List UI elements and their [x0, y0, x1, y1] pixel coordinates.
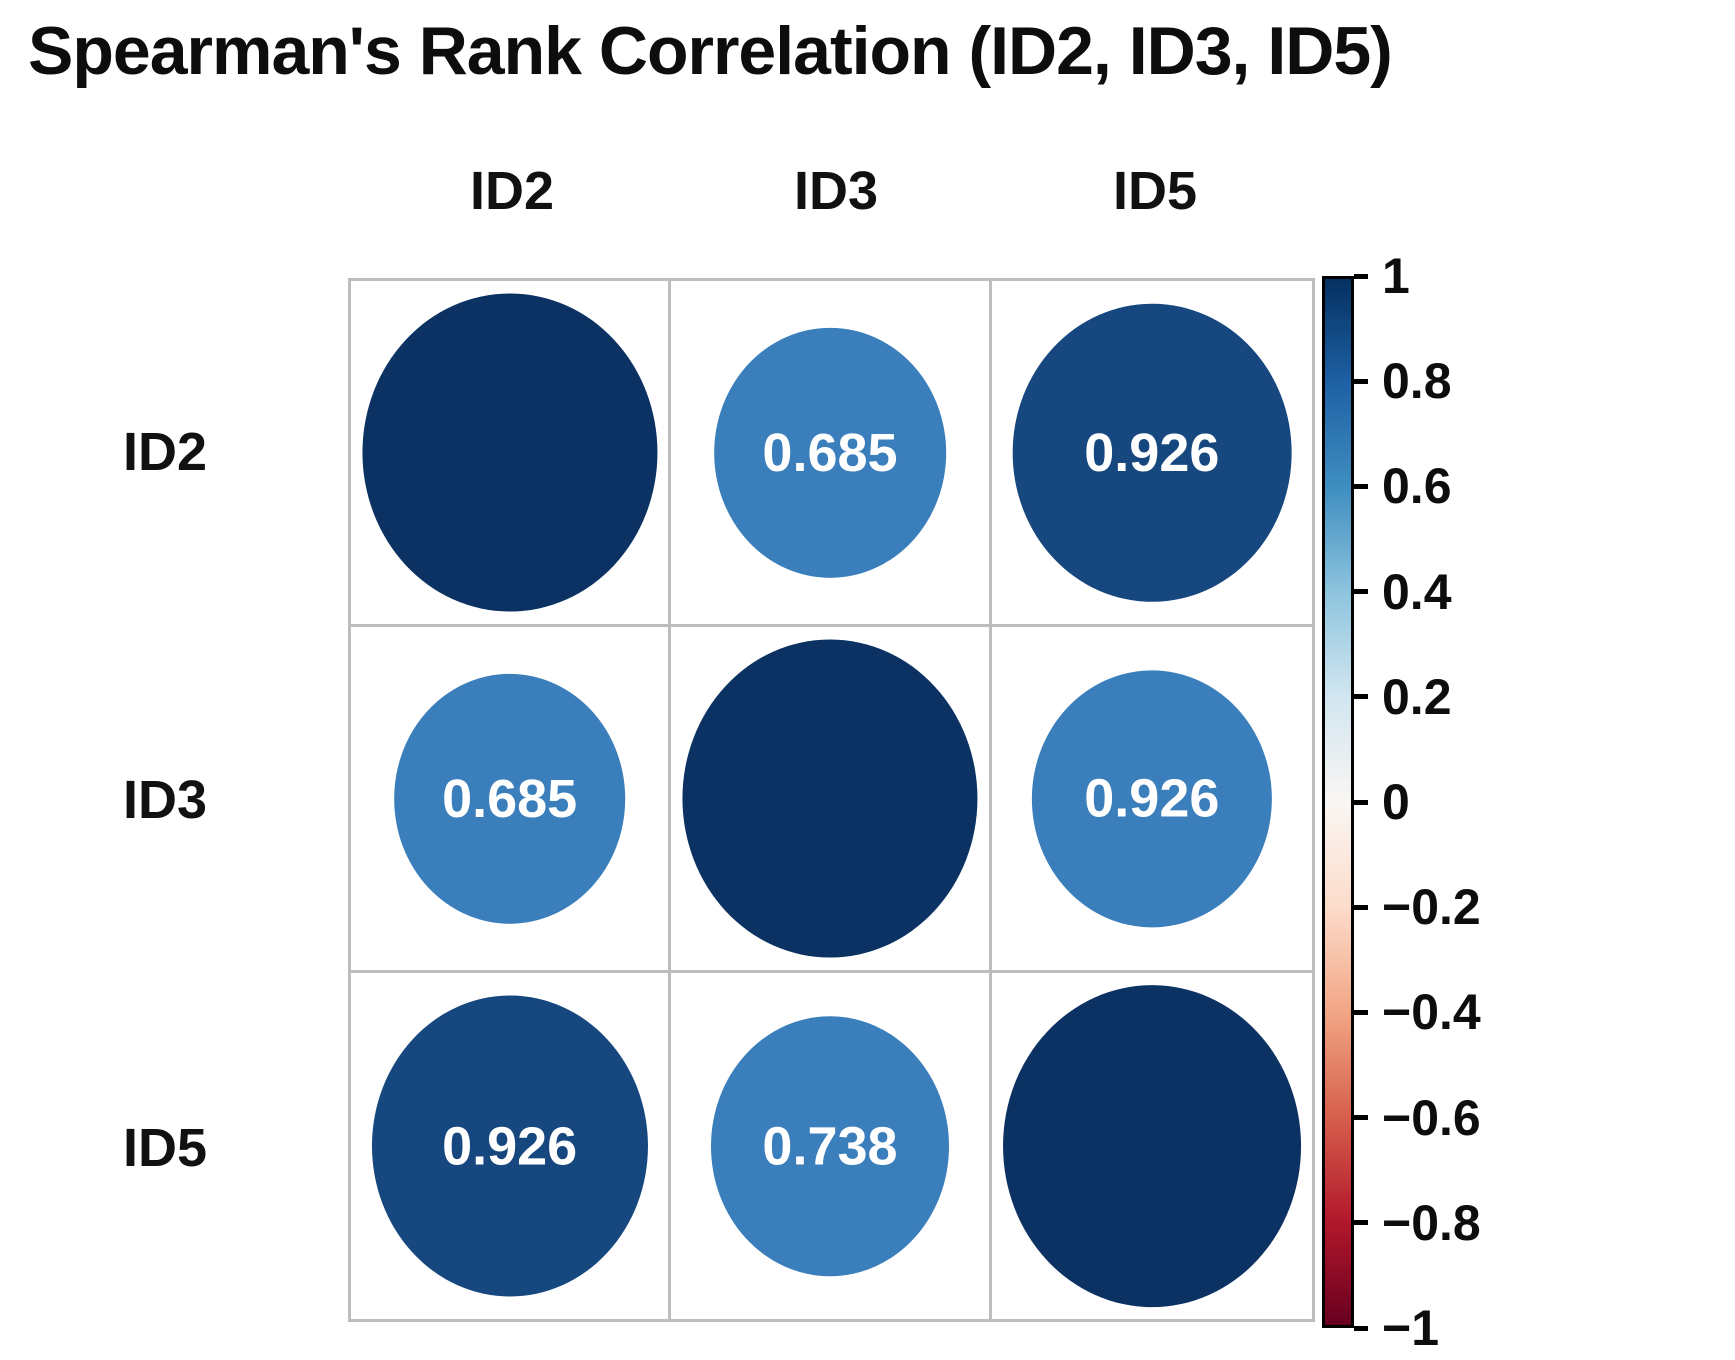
correlation-circle	[682, 639, 978, 958]
row-label-ID5: ID5	[122, 1118, 208, 1178]
correlation-value: 0.926	[1084, 422, 1220, 483]
correlation-circle	[1002, 985, 1301, 1307]
colorbar-tick-label: 0.8	[1382, 353, 1452, 410]
colorbar-tick-label: 1	[1382, 248, 1410, 304]
matrix-cell-ID5-ID5	[992, 973, 1312, 1319]
correlation-value: 0.926	[442, 1115, 578, 1176]
matrix-cell-ID2-ID3: 0.685	[671, 281, 992, 627]
correlation-value: 0.926	[1084, 768, 1220, 829]
colorbar-tick-mark	[1354, 1115, 1368, 1121]
correlation-circle: 0.926	[1031, 669, 1272, 928]
colorbar	[1322, 276, 1354, 1328]
colorbar-tick-label: −0.6	[1382, 1089, 1481, 1146]
correlation-circle: 0.926	[371, 995, 648, 1297]
correlation-circle	[362, 293, 658, 612]
column-header-ID5: ID5	[1112, 161, 1198, 221]
colorbar-tick-label: −1	[1382, 1300, 1440, 1356]
correlation-value: 0.685	[442, 768, 578, 829]
chart-title: Spearman's Rank Correlation (ID2, ID3, I…	[28, 13, 1393, 89]
row-label-ID2: ID2	[122, 422, 208, 482]
matrix-cell-ID2-ID2	[351, 281, 672, 627]
correlation-circle: 0.685	[714, 327, 946, 578]
colorbar-tick-mark	[1354, 378, 1368, 384]
matrix-cell-ID5-ID3: 0.738	[671, 973, 992, 1319]
correlation-circle: 0.738	[710, 1016, 949, 1276]
colorbar-tick-label: −0.8	[1382, 1194, 1481, 1251]
matrix-cell-ID3-ID5: 0.926	[991, 627, 1312, 973]
correlation-value: 0.685	[762, 422, 898, 483]
matrix-cell-ID2-ID5: 0.926	[991, 281, 1312, 627]
colorbar-tick-mark	[1354, 1325, 1368, 1331]
colorbar-tick-label: 0.2	[1382, 668, 1452, 725]
correlation-value: 0.738	[762, 1116, 898, 1176]
colorbar-tick-mark	[1354, 1220, 1368, 1226]
colorbar-tick-label: −0.4	[1382, 984, 1481, 1041]
colorbar-tick-mark	[1354, 694, 1368, 700]
correlation-matrix: 0.685 0.926 0.685 0.926 0.926 0.738	[348, 278, 1315, 1322]
correlation-circle: 0.926	[1012, 303, 1292, 602]
colorbar-tick-mark	[1354, 799, 1368, 805]
matrix-cell-ID3-ID3	[671, 627, 992, 973]
colorbar-tick-label: 0.6	[1382, 458, 1452, 515]
correlation-circle: 0.685	[393, 673, 626, 924]
colorbar-tick-mark	[1354, 904, 1368, 910]
colorbar-tick-mark	[1354, 589, 1368, 595]
column-header-ID3: ID3	[793, 161, 879, 221]
row-label-ID3: ID3	[122, 770, 208, 830]
colorbar-tick-label: −0.2	[1382, 879, 1481, 936]
colorbar-tick-mark	[1354, 483, 1368, 489]
colorbar-tick-mark	[1354, 1009, 1368, 1015]
colorbar-tick-label: 0	[1382, 774, 1410, 830]
matrix-cell-ID3-ID2: 0.685	[351, 627, 672, 973]
colorbar-tick-label: 0.4	[1382, 563, 1452, 620]
colorbar-tick-mark	[1354, 273, 1368, 279]
column-header-ID2: ID2	[469, 161, 555, 221]
matrix-cell-ID5-ID2: 0.926	[351, 973, 672, 1319]
